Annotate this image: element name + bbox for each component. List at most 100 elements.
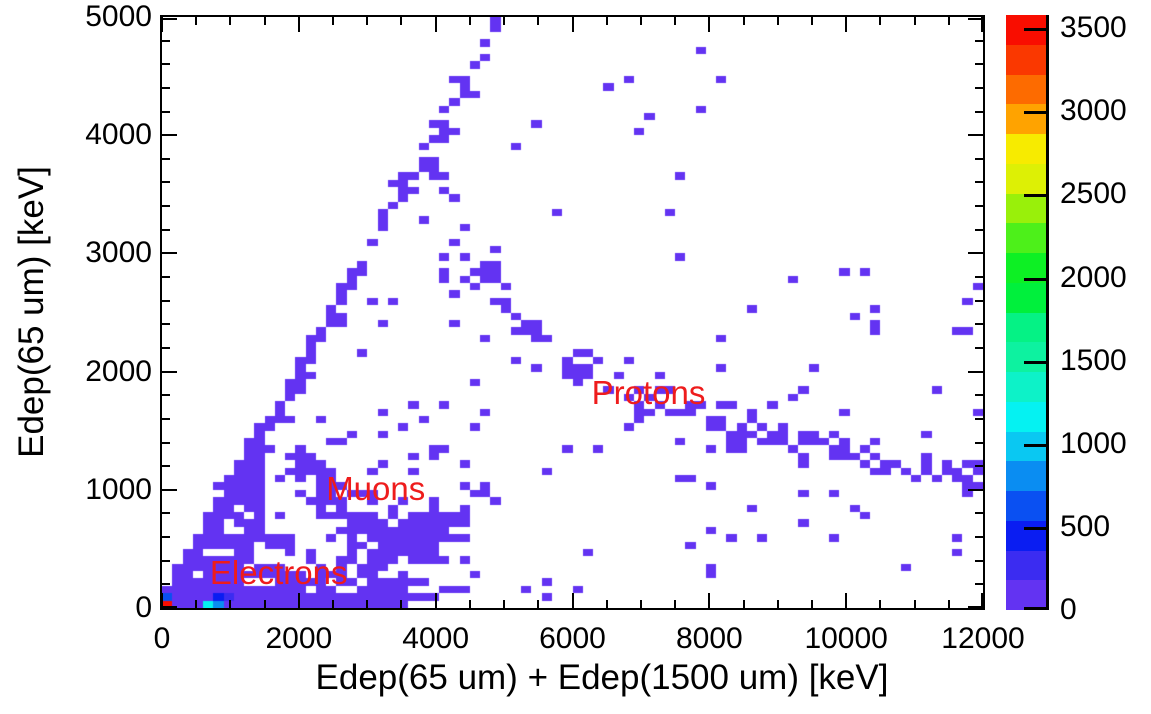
tick-mark (162, 536, 170, 538)
tick-mark (968, 134, 983, 136)
tick-mark (537, 600, 539, 608)
tick-mark (162, 323, 170, 325)
tick-mark (606, 17, 608, 25)
tick-mark (264, 17, 266, 25)
tick-mark (777, 17, 779, 25)
color-scale-label: 1000 (1060, 426, 1127, 460)
color-scale-label: 500 (1060, 509, 1111, 543)
tick-mark (975, 229, 983, 231)
tick-mark (975, 560, 983, 562)
tick-mark (229, 17, 231, 25)
tick-mark (366, 17, 368, 25)
tick-mark (975, 536, 983, 538)
color-scale-axis-line (1046, 15, 1049, 610)
color-scale-label: 3000 (1060, 94, 1127, 128)
tick-mark (162, 583, 170, 585)
tick-mark (162, 606, 177, 608)
tick-mark (162, 347, 170, 349)
color-scale-label: 2500 (1060, 177, 1127, 211)
color-scale-band (1006, 103, 1046, 134)
color-scale-band (1006, 312, 1046, 343)
color-scale-band (1006, 341, 1046, 372)
tick-mark (572, 593, 574, 608)
tick-mark (162, 158, 170, 160)
color-scale-band (1006, 401, 1046, 432)
plot-frame: Protons Muons Electrons (160, 15, 985, 610)
tick-mark (948, 600, 950, 608)
tick-mark (400, 600, 402, 608)
tick-mark (162, 276, 170, 278)
tick-mark (975, 442, 983, 444)
color-scale-tick (1024, 360, 1049, 364)
x-tick-label: 10000 (804, 622, 888, 655)
tick-mark (162, 111, 170, 113)
tick-mark (845, 17, 847, 32)
tick-mark (332, 17, 334, 25)
tick-mark (162, 229, 170, 231)
color-scale-band (1006, 282, 1046, 313)
tick-mark (975, 347, 983, 349)
color-scale-band (1006, 579, 1046, 610)
tick-mark (195, 600, 197, 608)
tick-mark (968, 371, 983, 373)
tick-mark (469, 17, 471, 25)
tick-mark (469, 600, 471, 608)
tick-mark (975, 394, 983, 396)
y-tick-label: 2000 (85, 354, 152, 388)
tick-mark (229, 600, 231, 608)
y-axis-title: Edep(65 um) [keV] (12, 166, 51, 458)
tick-mark (572, 17, 574, 32)
color-scale-band (1006, 222, 1046, 253)
color-scale-band (1006, 490, 1046, 521)
tick-mark (674, 600, 676, 608)
tick-mark (162, 489, 177, 491)
tick-mark (777, 600, 779, 608)
tick-mark (435, 17, 437, 32)
tick-mark (162, 442, 170, 444)
tick-mark (606, 600, 608, 608)
annotation-muons: Muons (326, 469, 426, 507)
color-scale-band (1006, 74, 1046, 105)
tick-mark (708, 593, 710, 608)
tick-mark (162, 18, 177, 20)
tick-mark (435, 593, 437, 608)
tick-mark (162, 560, 170, 562)
tick-mark (162, 371, 177, 373)
color-scale-tick (1024, 443, 1049, 447)
x-tick-label: 8000 (675, 622, 743, 655)
tick-mark (981, 17, 983, 32)
tick-mark (161, 17, 163, 32)
tick-mark (161, 593, 163, 608)
tick-mark (640, 17, 642, 25)
y-tick-label: 1000 (85, 472, 152, 506)
tick-mark (708, 17, 710, 32)
tick-mark (400, 17, 402, 25)
color-scale-band (1006, 193, 1046, 224)
x-tick-label: 12000 (941, 622, 1025, 655)
tick-mark (162, 205, 170, 207)
tick-mark (162, 87, 170, 89)
y-tick-label: 4000 (85, 118, 152, 152)
tick-mark (975, 465, 983, 467)
annotation-electrons: Electrons (209, 553, 348, 591)
tick-mark (298, 593, 300, 608)
tick-mark (162, 63, 170, 65)
tick-mark (332, 600, 334, 608)
x-tick-label: 2000 (265, 622, 333, 655)
tick-mark (975, 111, 983, 113)
tick-mark (162, 300, 170, 302)
tick-mark (503, 17, 505, 25)
color-scale-band (1006, 371, 1046, 402)
tick-mark (674, 17, 676, 25)
tick-mark (914, 600, 916, 608)
tick-mark (537, 17, 539, 25)
heatmap-canvas (162, 17, 983, 608)
tick-mark (162, 40, 170, 42)
tick-mark (195, 17, 197, 25)
color-scale-tick (1024, 28, 1049, 32)
tick-mark (162, 181, 170, 183)
x-tick-label: 4000 (402, 622, 470, 655)
tick-mark (975, 276, 983, 278)
tick-mark (975, 158, 983, 160)
